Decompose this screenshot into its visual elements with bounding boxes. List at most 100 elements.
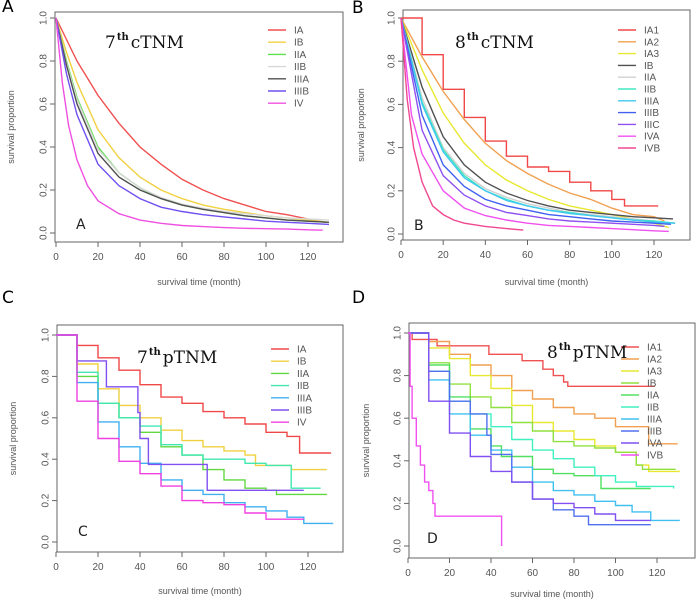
chart-title-text: cTNM <box>131 33 184 53</box>
series-line-iva <box>408 332 651 522</box>
y-tick-label: 0.8 <box>393 368 404 382</box>
chart-title: 7th pTNM <box>137 347 217 368</box>
y-tick-label: 0.8 <box>387 54 398 68</box>
inner-panel-label: A <box>76 217 86 233</box>
y-tick-label: 0.8 <box>39 54 50 68</box>
chart-title-number: 7 <box>137 348 148 368</box>
x-axis-label: survival time (month) <box>157 277 241 287</box>
y-tick-label: 0.8 <box>41 369 52 383</box>
y-tick-label: 0.0 <box>393 539 404 553</box>
legend-label-ia2: IA2 <box>647 355 662 366</box>
x-tick-label: 60 <box>527 568 539 579</box>
legend-label-iib: IIB <box>644 85 657 96</box>
x-tick-label: 120 <box>649 568 666 579</box>
series-line-iib <box>408 332 675 489</box>
y-tick-label: 0.6 <box>393 411 404 425</box>
series-line-iiia <box>408 332 680 522</box>
x-tick-label: 100 <box>258 252 275 263</box>
x-tick-label: 0 <box>53 252 59 263</box>
x-tick-label: 20 <box>92 562 104 573</box>
legend-label-ia3: IA3 <box>644 49 659 60</box>
x-tick-label: 100 <box>258 562 275 573</box>
x-tick-label: 80 <box>218 252 230 263</box>
x-tick-label: 40 <box>485 568 497 579</box>
y-tick-label: 1.0 <box>387 11 398 25</box>
x-tick-label: 40 <box>480 250 492 261</box>
series-line-iiib <box>56 334 304 491</box>
x-axis-label: survival time (month) <box>158 586 242 596</box>
y-tick-label: 1.0 <box>41 328 52 342</box>
chart-title-superscript: th <box>149 347 162 358</box>
series-line-iiia <box>55 17 330 223</box>
inner-panel-label: C <box>78 524 88 540</box>
legend-label-ia: IA <box>294 26 304 37</box>
y-tick-label: 0.0 <box>39 226 50 240</box>
series-line-iia <box>400 17 676 224</box>
series-line-iiia <box>56 334 334 525</box>
y-axis-label: survival proportion <box>361 404 371 478</box>
legend-label-ia2: IA2 <box>644 37 659 48</box>
x-tick-label: 0 <box>405 568 411 579</box>
y-tick-label: 0.6 <box>39 97 50 111</box>
y-tick-label: 0.2 <box>387 183 398 197</box>
panel-letter-d: D <box>352 288 366 308</box>
legend-label-iv: IV <box>294 99 304 110</box>
x-tick-label: 100 <box>603 250 620 261</box>
series-line-ia1 <box>401 17 659 207</box>
chart-title-text: pTNM <box>573 343 628 363</box>
series-line-iiia <box>400 17 676 224</box>
x-axis-label: survival time (month) <box>505 277 589 287</box>
chart-title-text: cTNM <box>481 33 534 53</box>
y-tick-label: 1.0 <box>393 326 404 340</box>
y-tick-label: 0.4 <box>387 140 398 154</box>
legend-label-iiic: IIIC <box>644 120 660 131</box>
series-line-iv <box>55 17 323 231</box>
x-tick-label: 0 <box>398 250 404 261</box>
legend-label-iiib: IIIB <box>647 427 662 438</box>
legend-label-iiib: IIIB <box>297 406 312 417</box>
panel-letter-b: B <box>352 0 364 18</box>
x-tick-label: 80 <box>218 562 230 573</box>
series-line-iia <box>55 17 330 223</box>
y-tick-label: 0.2 <box>39 183 50 197</box>
legend-label-ia1: IA1 <box>647 343 662 354</box>
legend-label-ib: IB <box>294 38 304 49</box>
legend-label-iiib: IIIB <box>644 108 659 119</box>
legend-label-ivb: IVB <box>644 144 660 155</box>
legend-label-iia: IIA <box>647 391 660 402</box>
legend-label-ib: IB <box>644 61 654 72</box>
series-line-iib <box>400 17 676 224</box>
chart-title: 8th pTNM <box>547 342 627 363</box>
series-line-iva <box>400 17 669 233</box>
chart-panel-a: 0 20 40 60 80 100 120 0.0 0.2 0.4 0.6 0.8 1.0 surviva… <box>6 11 344 287</box>
y-tick-label: 0.0 <box>41 535 52 549</box>
x-tick-label: 20 <box>444 568 456 579</box>
legend-label-ia3: IA3 <box>647 367 662 378</box>
y-tick-label: 0.6 <box>41 410 52 424</box>
x-tick-label: 100 <box>607 568 624 579</box>
legend-label-iiia: IIIA <box>647 415 662 426</box>
series-line-iiic <box>400 17 665 228</box>
series-line-ia <box>55 17 325 223</box>
legend-label-ivb: IVB <box>647 451 663 462</box>
chart-panel-c: 0 20 40 60 80 100 120 0.0 0.2 0.4 0.6 0.8 1.0 surviva… <box>8 324 344 596</box>
chart-title-number: 7 <box>105 33 116 53</box>
series-line-ib <box>408 332 676 470</box>
series-line-ib <box>400 17 674 220</box>
legend-label-ib: IB <box>647 379 657 390</box>
panel-letter-a: A <box>2 0 14 17</box>
legend-label-iia: IIA <box>294 50 307 61</box>
legend-label-ib: IB <box>297 357 307 368</box>
series-line-ivb <box>408 332 503 546</box>
chart-title-number: 8 <box>455 33 466 53</box>
x-axis-label: survival time (month) <box>510 589 594 599</box>
legend-label-iia: IIA <box>297 369 310 380</box>
series-line-ia2 <box>400 17 665 222</box>
series-line-iiib <box>408 332 651 526</box>
x-tick-label: 80 <box>568 568 580 579</box>
x-tick-label: 120 <box>300 252 317 263</box>
chart-title-number: 8 <box>547 343 558 363</box>
